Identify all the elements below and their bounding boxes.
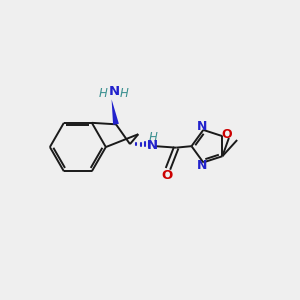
- Text: O: O: [162, 169, 173, 182]
- Text: O: O: [221, 128, 232, 141]
- Text: H: H: [99, 87, 108, 100]
- Text: H: H: [148, 131, 157, 144]
- Polygon shape: [112, 99, 119, 125]
- Text: H: H: [119, 87, 128, 100]
- Text: N: N: [108, 85, 119, 98]
- Text: N: N: [197, 120, 208, 133]
- Text: N: N: [197, 159, 208, 172]
- Text: N: N: [147, 139, 158, 152]
